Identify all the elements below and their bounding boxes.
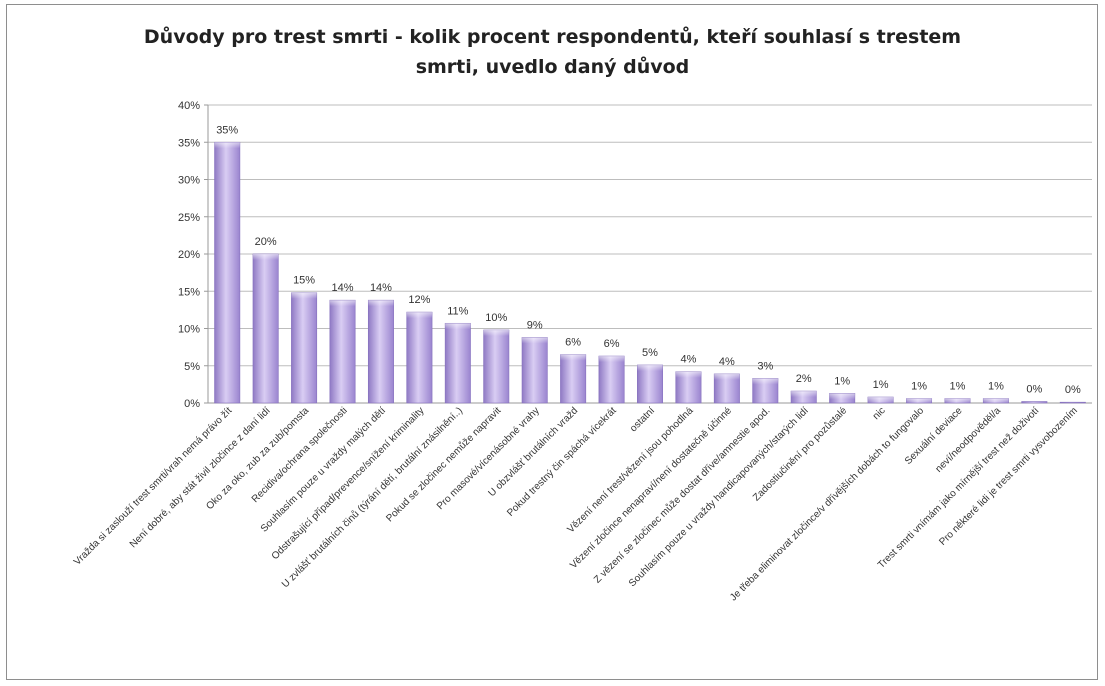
category-label: Souhlasím pouze u vraždy handicapovaných…	[627, 405, 811, 589]
bar-highlight	[791, 391, 817, 398]
bar	[367, 299, 394, 404]
bar-highlight	[983, 398, 1009, 403]
chart-title-line-2: smrti, uvedlo daný důvod	[415, 56, 690, 78]
category-label: ostatní	[628, 405, 657, 434]
bar-highlight	[483, 329, 509, 336]
bar-highlight	[252, 254, 279, 260]
data-label: 20%	[255, 236, 277, 248]
data-label: 1%	[950, 381, 966, 393]
bar	[483, 329, 510, 404]
bar-highlight	[752, 378, 778, 385]
bar-highlight	[522, 337, 548, 344]
bar	[1059, 401, 1086, 404]
data-label: 1%	[873, 379, 889, 391]
chart-frame	[6, 4, 1098, 680]
bar-highlight	[214, 142, 240, 149]
y-tick-label: 15%	[178, 286, 200, 298]
data-label: 14%	[332, 282, 354, 294]
bar	[329, 299, 356, 404]
data-label: 3%	[757, 360, 773, 372]
y-axis: 0% 5% 10% 15% 20% 25% 30% 35% 40%	[178, 100, 209, 410]
bar-highlight	[598, 356, 625, 363]
data-label: 1%	[834, 375, 850, 387]
category-label: Není dobré, aby stát živil zločince z da…	[128, 405, 273, 550]
bar-highlight	[906, 398, 932, 403]
y-tick-label: 30%	[178, 175, 200, 187]
bar-highlight	[406, 312, 433, 319]
category-label: Vražda si zaslouží trest smrti/vrah nemá…	[72, 405, 235, 568]
category-label: Z vězení se zločinec může dostat dříve/a…	[591, 405, 772, 586]
bars	[214, 141, 1086, 404]
category-label: U zvlášť brutálních činů (týrání dětí, b…	[279, 405, 465, 591]
bar	[214, 141, 241, 404]
data-label: 0%	[1026, 384, 1042, 396]
data-label: 12%	[408, 294, 430, 306]
data-label: 11%	[447, 305, 468, 317]
bar-highlight	[445, 323, 471, 330]
data-label: 1%	[988, 381, 1004, 393]
bar	[291, 292, 318, 404]
data-label: 9%	[527, 319, 543, 331]
bar	[406, 311, 433, 404]
bar-highlight	[867, 397, 894, 403]
bar	[252, 253, 279, 404]
bar	[560, 354, 587, 404]
bar-highlight	[829, 393, 855, 400]
data-label: 0%	[1065, 384, 1081, 396]
y-tick-label: 20%	[178, 249, 200, 261]
bar-highlight	[329, 300, 356, 307]
y-tick-label: 0%	[184, 398, 200, 410]
data-label: 1%	[911, 381, 927, 393]
bar	[521, 337, 548, 404]
category-label: neví/neodpověděl/a	[934, 405, 1004, 475]
y-tick-label: 10%	[178, 324, 200, 336]
bar	[1021, 401, 1048, 404]
y-tick-label: 25%	[178, 212, 200, 224]
y-tick-label: 35%	[178, 137, 200, 149]
category-label: nic	[871, 405, 888, 422]
bar-highlight	[368, 300, 394, 307]
bar-highlight	[637, 365, 663, 372]
data-label: 6%	[565, 337, 581, 349]
data-labels: 35% 20% 15% 14% 14% 12% 11% 10% 9% 6% 6% 5% 4% 4% 3% 2%…	[216, 124, 1081, 396]
y-tick-label: 40%	[178, 100, 200, 112]
bar-highlight	[714, 373, 740, 380]
data-label: 2%	[796, 373, 812, 385]
category-label: Pro některé lidi je trest smrti vysvoboz…	[937, 405, 1080, 548]
bar-highlight	[560, 354, 586, 361]
data-label: 5%	[642, 347, 658, 359]
bar-highlight	[291, 292, 317, 299]
data-label: 15%	[293, 275, 315, 287]
data-label: 6%	[604, 338, 620, 350]
bar-highlight	[944, 398, 971, 403]
data-label: 14%	[370, 282, 392, 294]
bar	[598, 355, 625, 404]
bar-highlight	[675, 371, 702, 378]
data-label: 4%	[719, 356, 735, 368]
y-tick-label: 5%	[184, 361, 200, 373]
chart-title: Důvody pro trest smrti - kolik procent r…	[0, 22, 1105, 82]
data-label: 35%	[216, 124, 238, 136]
chart-title-line-1: Důvody pro trest smrti - kolik procent r…	[143, 26, 962, 48]
category-labels: Vražda si zaslouží trest smrti/vrah nemá…	[72, 404, 1080, 603]
data-label: 10%	[485, 312, 507, 324]
bar	[444, 322, 471, 404]
data-label: 4%	[680, 354, 696, 366]
